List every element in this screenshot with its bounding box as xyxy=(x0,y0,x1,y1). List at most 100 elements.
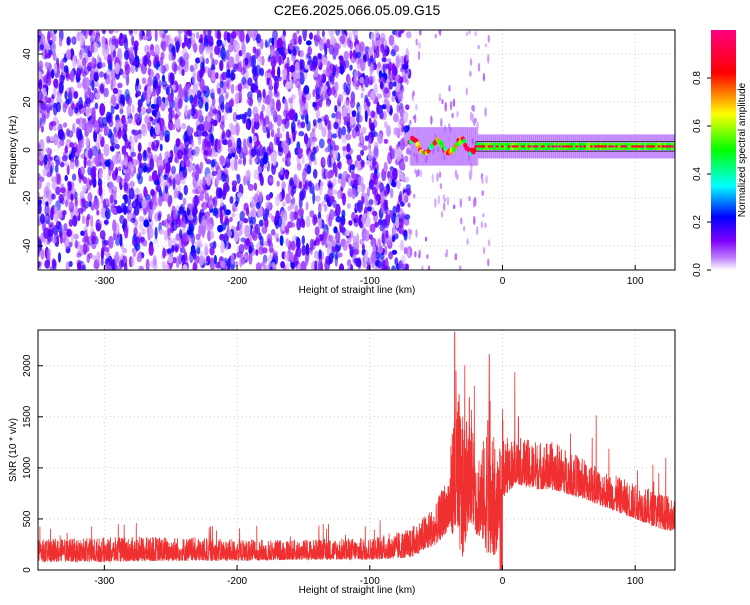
heatmap-noise-cell xyxy=(183,131,189,143)
heatmap-noise-cell xyxy=(405,48,410,61)
heatmap-noise-cell xyxy=(290,240,296,251)
heatmap-noise-cell xyxy=(340,239,345,248)
heatmap-noise-cell xyxy=(296,263,302,270)
heatmap-noise-cell xyxy=(50,69,55,79)
heatmap-noise-cell xyxy=(337,94,344,102)
heatmap-noise-cell xyxy=(245,33,249,44)
heatmap-noise-cell xyxy=(100,258,104,266)
heatmap-noise-cell xyxy=(290,121,296,133)
heatmap-noise-cell xyxy=(359,76,365,84)
heatmap-noise-cell xyxy=(86,177,92,191)
heatmap-carrier-peak xyxy=(476,145,481,148)
heatmap-noise-cell xyxy=(218,94,225,107)
heatmap-noise-cell xyxy=(305,40,312,46)
heatmap-noise-cell xyxy=(74,239,79,249)
heatmap-noise-cell xyxy=(41,194,46,206)
heatmap-noise-cell xyxy=(235,122,240,136)
heatmap-noise-cell xyxy=(82,185,87,192)
heatmap-carrier-peak xyxy=(551,145,555,148)
heatmap-halo-cell xyxy=(459,127,463,166)
heatmap-noise-cell xyxy=(318,100,323,107)
heatmap-noise-cell xyxy=(284,225,290,234)
heatmap-noise-cell xyxy=(60,131,66,141)
heatmap-noise-cell xyxy=(134,82,138,92)
heatmap-noise-cell xyxy=(280,261,285,269)
heatmap-noise-cell xyxy=(374,30,380,38)
heatmap-noise-cell xyxy=(431,173,434,183)
heatmap-noise-cell xyxy=(245,84,250,90)
heatmap-noise-cell xyxy=(98,183,103,197)
heatmap-noise-cell xyxy=(44,61,50,68)
heatmap-noise-cell xyxy=(73,233,79,240)
heatmap-noise-cell xyxy=(404,214,411,220)
heatmap-noise-cell xyxy=(277,66,281,79)
heatmap-noise-cell xyxy=(264,94,271,106)
heatmap-noise-cell xyxy=(259,235,264,247)
heatmap-x-tick-label: -200 xyxy=(227,276,247,287)
snr-frame xyxy=(37,329,676,571)
heatmap-cells xyxy=(38,30,675,270)
heatmap-noise-cell xyxy=(43,74,49,84)
heatmap-noise-cell xyxy=(54,137,60,145)
heatmap-noise-cell xyxy=(378,239,382,246)
heatmap-noise-cell xyxy=(313,71,318,78)
heatmap-noise-cell xyxy=(366,101,371,107)
heatmap-noise-cell xyxy=(394,66,398,77)
heatmap-noise-cell xyxy=(325,100,331,108)
heatmap-noise-cell xyxy=(209,106,213,120)
heatmap-noise-cell xyxy=(220,240,225,254)
heatmap-noise-cell xyxy=(357,200,363,214)
heatmap-noise-cell xyxy=(348,220,353,226)
heatmap-noise-cell xyxy=(82,118,87,125)
heatmap-noise-cell xyxy=(228,106,233,114)
heatmap-noise-cell xyxy=(350,264,354,270)
heatmap-noise-cell xyxy=(195,240,201,249)
heatmap-noise-cell xyxy=(59,230,63,239)
heatmap-noise-cell xyxy=(395,74,399,81)
heatmap-noise-cell xyxy=(305,243,310,257)
heatmap-noise-cell xyxy=(353,248,360,256)
heatmap-noise-cell xyxy=(376,93,382,99)
heatmap-noise-cell xyxy=(359,238,365,245)
heatmap-noise-cell xyxy=(414,251,417,258)
heatmap-noise-cell xyxy=(437,195,440,205)
heatmap-noise-cell xyxy=(363,253,369,263)
heatmap-noise-cell xyxy=(301,154,305,165)
heatmap-carrier-peak xyxy=(507,145,511,148)
heatmap-noise-cell xyxy=(235,114,242,120)
heatmap-noise-cell xyxy=(180,256,186,263)
heatmap-carrier-peak xyxy=(604,145,608,148)
heatmap-noise-cell xyxy=(324,260,330,270)
heatmap-noise-cell xyxy=(172,257,177,264)
heatmap-noise-cell xyxy=(105,44,110,56)
heatmap-noise-cell xyxy=(255,202,261,210)
heatmap-noise-cell xyxy=(147,30,152,40)
heatmap-noise-cell xyxy=(171,123,176,131)
heatmap-noise-cell xyxy=(382,63,386,74)
heatmap-noise-cell xyxy=(253,119,260,130)
heatmap-noise-cell xyxy=(353,30,359,39)
heatmap-noise-cell xyxy=(218,187,223,199)
heatmap-noise-cell xyxy=(406,31,412,39)
heatmap-noise-cell xyxy=(241,256,246,265)
heatmap-noise-cell xyxy=(370,91,374,101)
heatmap-noise-cell xyxy=(286,262,290,270)
heatmap-noise-cell xyxy=(281,118,287,125)
heatmap-noise-cell xyxy=(250,199,256,211)
heatmap-noise-cell xyxy=(98,152,104,160)
heatmap-noise-cell xyxy=(248,252,253,265)
heatmap-noise-cell xyxy=(124,155,128,168)
heatmap-noise-cell xyxy=(438,96,442,102)
snr-series-line xyxy=(38,331,675,570)
heatmap-noise-cell xyxy=(96,209,100,216)
heatmap-noise-cell xyxy=(373,173,379,186)
heatmap-noise-cell xyxy=(231,212,236,218)
heatmap-noise-cell xyxy=(135,90,142,97)
heatmap-noise-cell xyxy=(87,192,93,203)
heatmap-carrier-peak xyxy=(645,145,649,148)
heatmap-noise-cell xyxy=(191,104,196,117)
heatmap-noise-cell xyxy=(276,114,283,127)
heatmap-noise-cell xyxy=(110,132,115,146)
heatmap-noise-cell xyxy=(349,98,356,109)
heatmap-noise-cell xyxy=(258,191,263,203)
